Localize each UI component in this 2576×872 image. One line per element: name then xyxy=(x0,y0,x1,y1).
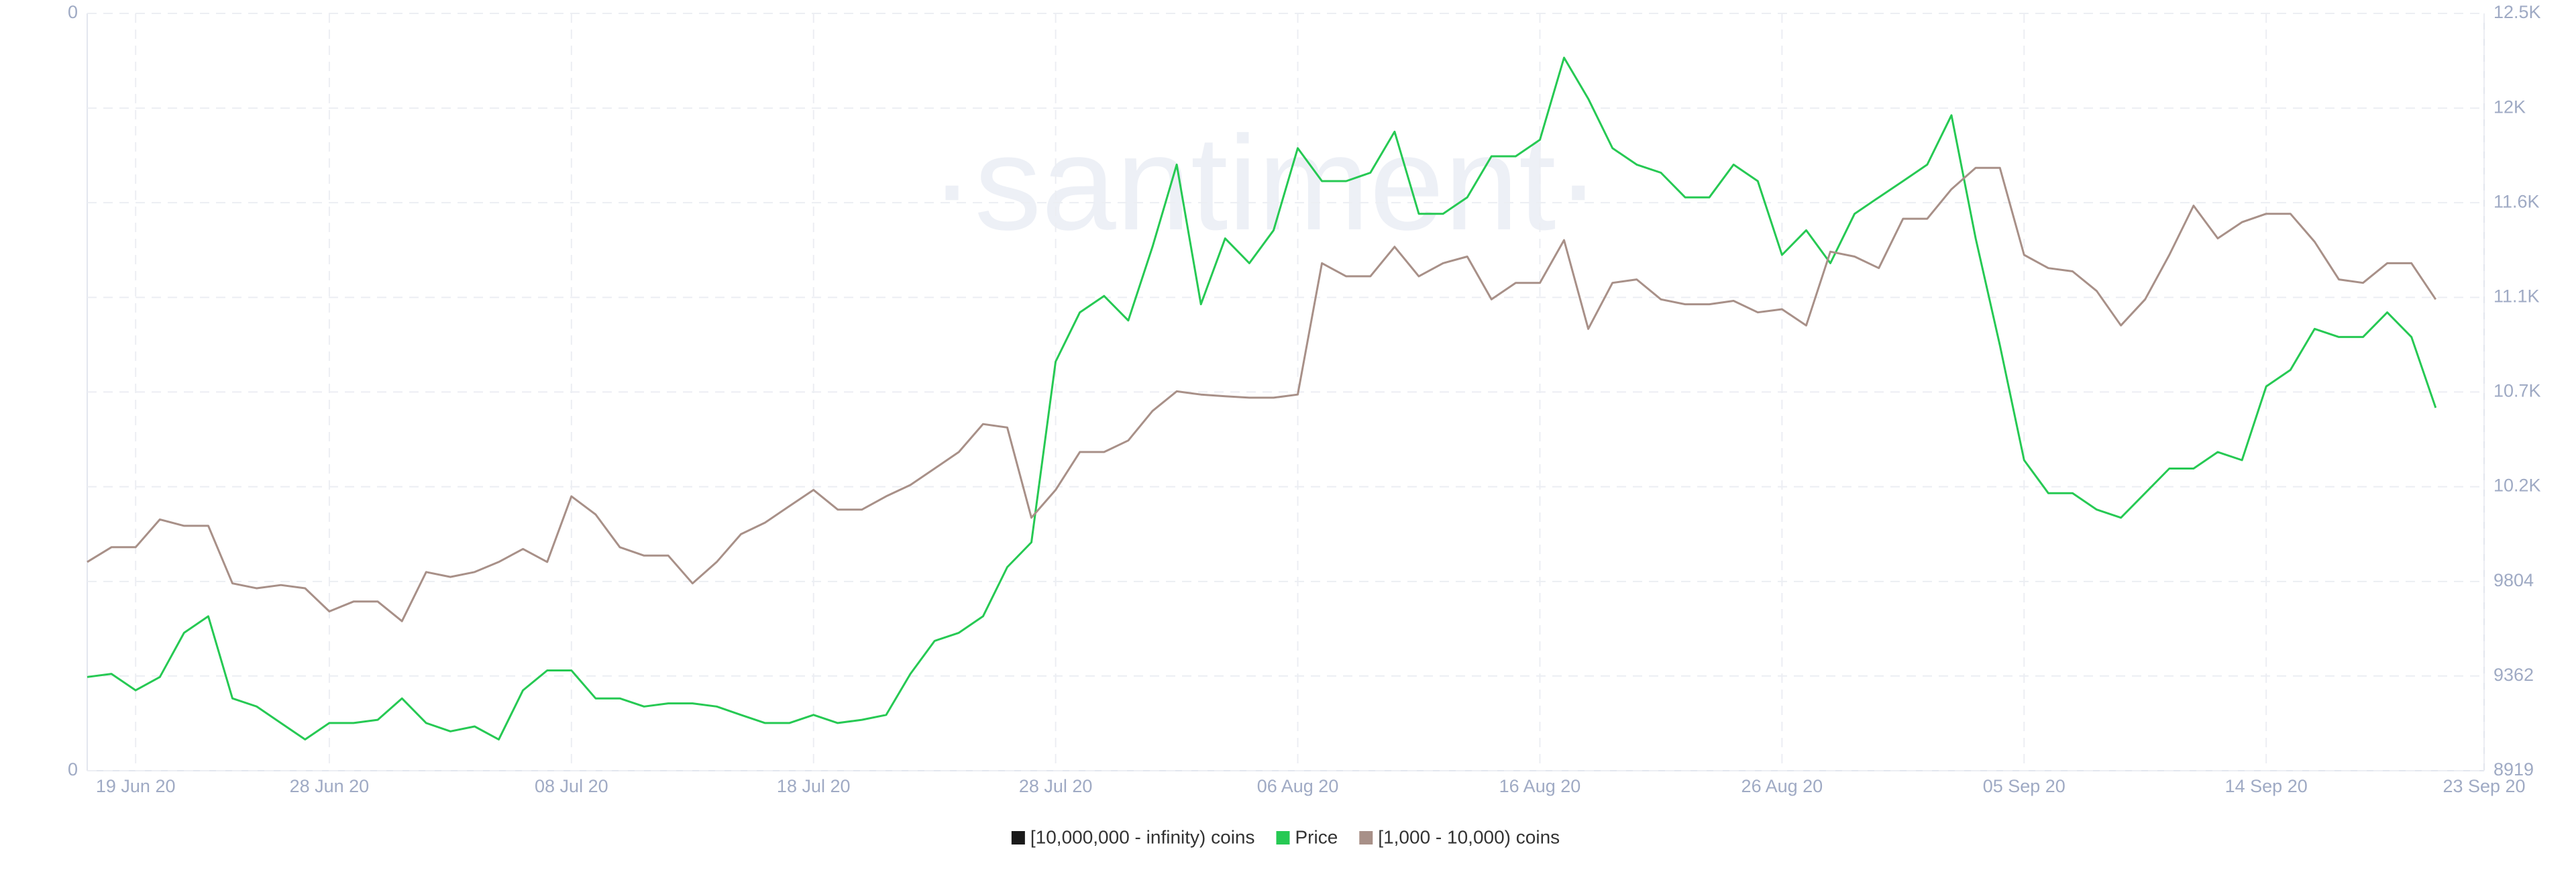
y2-tick-label: 10.2K xyxy=(2493,476,2541,496)
x-tick-label: 08 Jul 20 xyxy=(535,776,608,796)
x-tick-label: 28 Jun 20 xyxy=(290,776,370,796)
x-tick-label: 05 Sep 20 xyxy=(1983,776,2065,796)
x-tick-label: 18 Jul 20 xyxy=(777,776,851,796)
x-tick-label: 06 Aug 20 xyxy=(1257,776,1339,796)
series-line xyxy=(87,56,2437,741)
y2-tick-label: 11.6K xyxy=(2493,191,2540,211)
legend-swatch xyxy=(1359,831,1373,844)
legend-label: [10,000,000 - infinity) coins xyxy=(1030,826,1255,847)
y2-tick-label: 12K xyxy=(2493,97,2526,117)
x-tick-label: 16 Aug 20 xyxy=(1499,776,1581,796)
x-tick-label: 23 Sep 20 xyxy=(2443,776,2525,796)
y2-tick-label: 8919 xyxy=(2493,759,2534,779)
y2-tick-label: 10.7K xyxy=(2493,380,2541,400)
y2-tick-label: 9804 xyxy=(2493,570,2534,590)
legend-label: [1,000 - 10,000) coins xyxy=(1378,826,1560,847)
y2-tick-label: 12.5K xyxy=(2493,2,2541,22)
y-tick-label: 0 xyxy=(68,2,78,22)
watermark: ·santiment· xyxy=(930,109,1601,258)
y-tick-label: 0 xyxy=(68,759,78,779)
legend-swatch xyxy=(1011,831,1025,844)
legend-swatch xyxy=(1276,831,1290,844)
x-tick-label: 19 Jun 20 xyxy=(96,776,176,796)
y2-tick-label: 9362 xyxy=(2493,665,2534,685)
x-tick-label: 28 Jul 20 xyxy=(1019,776,1093,796)
series-line xyxy=(87,166,2437,622)
y2-tick-label: 11.1K xyxy=(2493,286,2540,307)
x-tick-label: 26 Aug 20 xyxy=(1741,776,1823,796)
legend-label: Price xyxy=(1295,826,1338,847)
x-tick-label: 14 Sep 20 xyxy=(2225,776,2308,796)
